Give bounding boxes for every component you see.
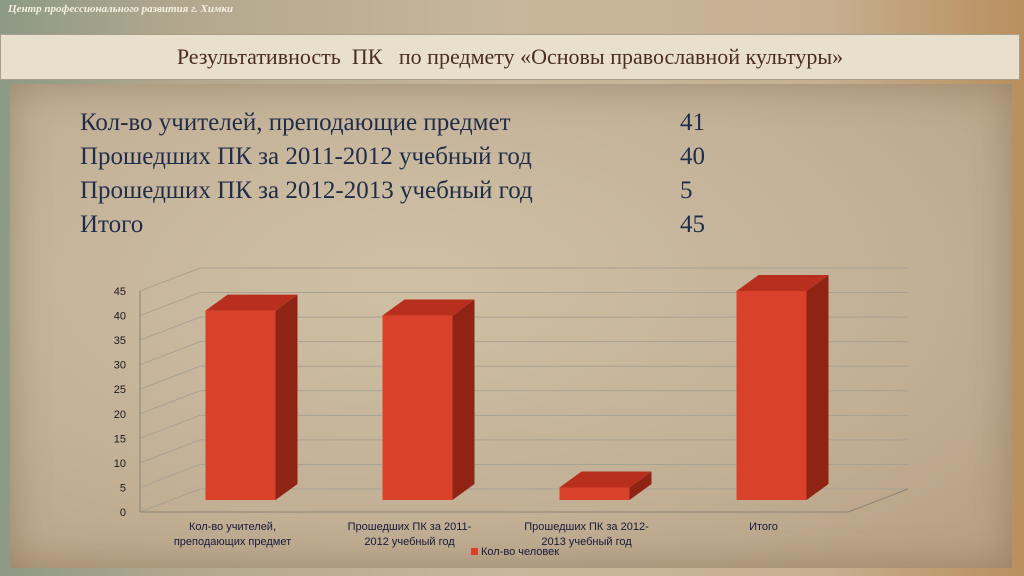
y-tick-label: 30	[114, 360, 126, 372]
stat-row: Прошедших ПК за 2012-2013 учебный год 5	[80, 177, 740, 211]
y-tick-label: 45	[114, 286, 126, 298]
y-tick-label: 20	[114, 409, 126, 421]
y-tick-label: 10	[114, 458, 126, 470]
stats-list: Кол-во учителей, преподающие предмет 41 …	[80, 109, 740, 245]
y-tick-label: 5	[120, 482, 126, 494]
y-tick-label: 35	[114, 335, 126, 347]
stat-value: 5	[680, 177, 693, 204]
bar-side	[275, 294, 298, 500]
bar-side	[629, 471, 652, 500]
legend-swatch	[471, 548, 478, 555]
grid-line-depth	[139, 463, 201, 488]
bar-top	[559, 471, 652, 488]
y-tick-label: 40	[114, 311, 126, 323]
stat-row: Прошедших ПК за 2011-2012 учебный год 40	[80, 143, 740, 177]
grid-line-depth	[139, 341, 201, 366]
legend-label: Кол-во человек	[481, 546, 559, 558]
stat-value: 41	[680, 109, 705, 136]
x-tick-label: Прошедших ПК за 2012-	[524, 521, 649, 533]
stat-value: 40	[680, 143, 705, 170]
x-tick-label: Итого	[749, 521, 778, 533]
stat-label: Прошедших ПК за 2011-2012 учебный год	[80, 143, 532, 170]
bar-top	[736, 275, 829, 291]
stat-row: Итого 45	[80, 211, 740, 245]
grid-line-depth	[139, 316, 201, 341]
bar-side	[806, 275, 829, 500]
grid-line-depth	[139, 488, 201, 513]
stat-value: 45	[680, 211, 705, 238]
grid-line-depth	[139, 292, 201, 317]
x-tick-label: Прошедших ПК за 2011-	[348, 521, 472, 533]
y-tick-label: 0	[120, 507, 126, 519]
x-tick-label: 2013 учебный год	[541, 536, 632, 548]
bar-side	[452, 299, 475, 500]
stat-label: Кол-во учителей, преподающие предмет	[80, 109, 511, 136]
x-tick-label: Кол-во учителей,	[189, 521, 276, 533]
grid-line-depth	[139, 414, 201, 439]
stat-label: Итого	[80, 211, 144, 238]
grid-line-depth	[139, 267, 201, 292]
x-tick-label: преподающих предмет	[174, 536, 291, 548]
grid-line-depth	[139, 390, 201, 415]
x-tick-label: 2012 учебный год	[364, 536, 455, 548]
bar-top	[205, 294, 298, 311]
stat-row: Кол-во учителей, преподающие предмет 41	[80, 109, 740, 143]
org-label: Центр профессионального развития г. Химк…	[8, 3, 234, 15]
title-bar: Результативность ПК по предмету «Основы …	[0, 34, 1020, 80]
bar	[205, 310, 276, 500]
y-tick-label: 15	[114, 433, 126, 445]
stat-label: Прошедших ПК за 2012-2013 учебный год	[80, 177, 533, 204]
slide-title: Результативность ПК по предмету «Основы …	[176, 44, 844, 69]
bar	[559, 487, 630, 500]
bar-top	[382, 299, 475, 316]
bar	[382, 315, 453, 500]
grid-line-depth	[139, 439, 201, 464]
bar	[736, 291, 807, 500]
grid-line-depth	[139, 365, 201, 390]
y-tick-label: 25	[114, 384, 126, 396]
floor-edge	[847, 488, 909, 513]
